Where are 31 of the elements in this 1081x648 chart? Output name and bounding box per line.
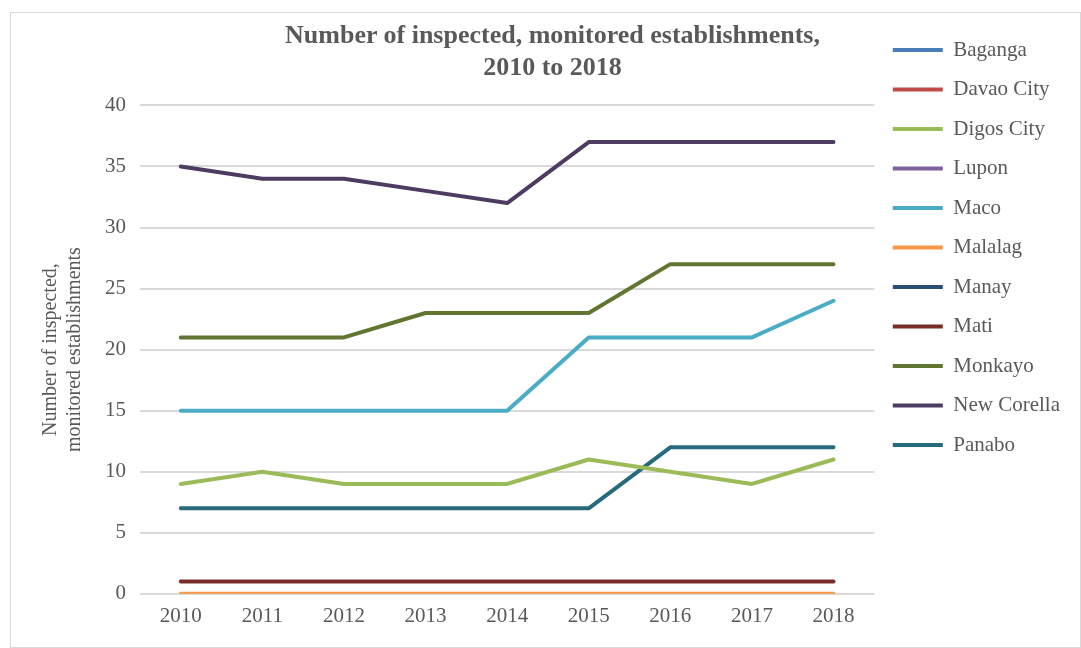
y-tick-label: 5 — [115, 519, 126, 544]
y-tick-label: 30 — [105, 214, 126, 239]
x-tick-label: 2010 — [159, 602, 202, 627]
legend-label: Davao City — [953, 76, 1051, 101]
legend-label: Mati — [953, 313, 994, 338]
x-tick-label: 2013 — [404, 602, 447, 627]
legend-label: Panabo — [953, 431, 1016, 456]
x-tick-label: 2011 — [241, 602, 283, 627]
legend-label: Malalag — [953, 234, 1023, 259]
y-axis-title: Number of inspected, monitored establishments — [38, 246, 85, 453]
y-tick-label: 15 — [105, 397, 126, 422]
y-tick-label: 0 — [115, 580, 126, 605]
x-tick-label: 2017 — [730, 602, 773, 627]
x-tick-label: 2018 — [812, 602, 855, 627]
y-tick-label: 25 — [105, 275, 126, 300]
legend-label: Monkayo — [953, 352, 1034, 377]
legend-label: Digos City — [953, 115, 1046, 140]
y-tick-label: 10 — [105, 458, 126, 483]
x-tick-label: 2015 — [567, 602, 610, 627]
legend-label: Maco — [953, 194, 1002, 219]
legend-label: New Corella — [953, 392, 1061, 417]
legend-label: Manay — [953, 273, 1013, 298]
legend-label: Baganga — [953, 36, 1028, 61]
x-tick-label: 2016 — [649, 602, 692, 627]
y-tick-label: 20 — [105, 336, 126, 361]
chart-title: Number of inspected, monitored establishments, 2010 to 2018 — [285, 20, 820, 81]
legend-label: Lupon — [953, 155, 1009, 180]
x-tick-label: 2012 — [322, 602, 365, 627]
y-tick-label: 40 — [105, 91, 126, 116]
x-tick-label: 2014 — [486, 602, 529, 627]
y-tick-label: 35 — [105, 152, 126, 177]
